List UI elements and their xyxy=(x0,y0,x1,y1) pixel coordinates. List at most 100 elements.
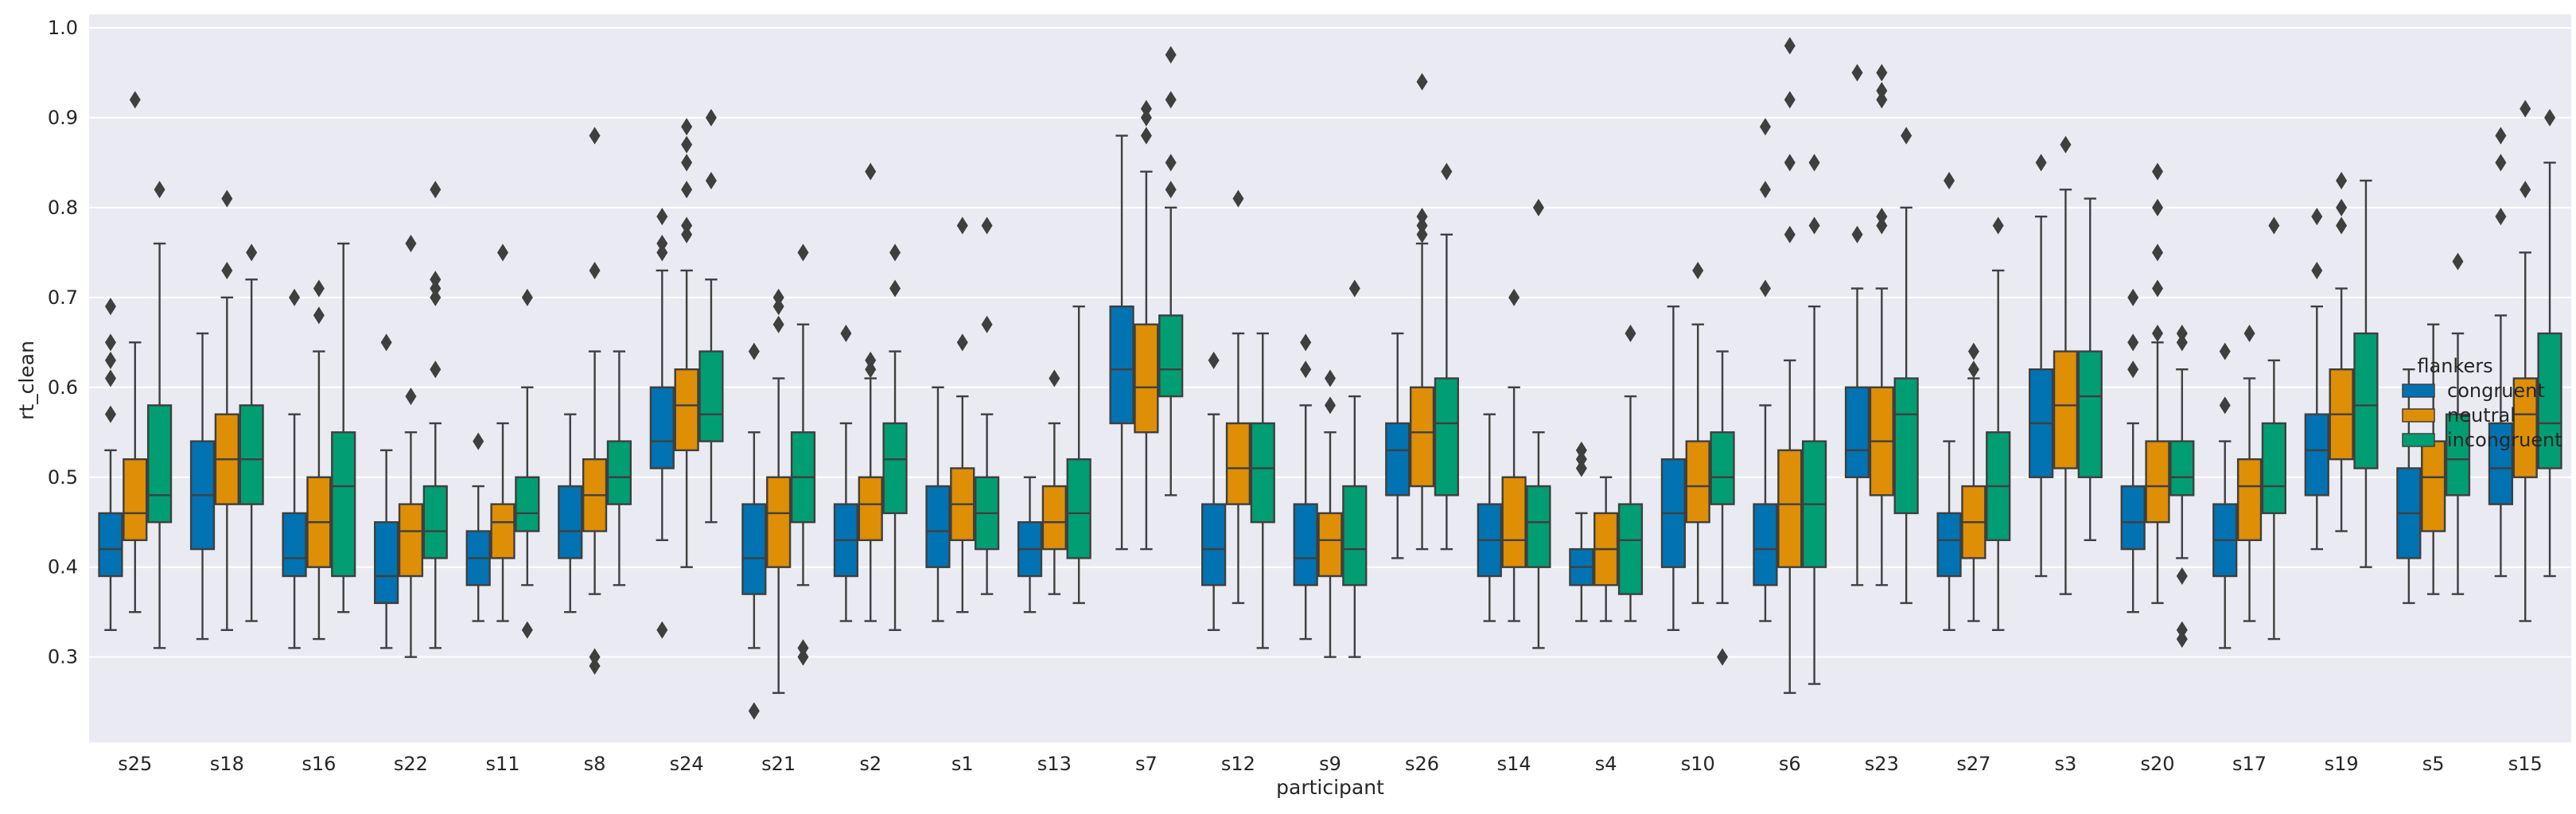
box-body xyxy=(1710,431,1735,505)
x-tick-label: s10 xyxy=(1681,753,1715,775)
outlier-point xyxy=(772,315,784,333)
outlier-point xyxy=(2336,171,2348,189)
x-tick-label: s1 xyxy=(951,753,974,775)
legend-title: flankers xyxy=(2417,355,2492,377)
y-tick-label: 1.0 xyxy=(48,17,78,39)
participant-group xyxy=(1753,37,1827,695)
participant-group xyxy=(1293,279,1368,658)
outlier-point xyxy=(2152,325,2163,343)
outlier-point xyxy=(1967,360,1979,379)
x-tick-label: s6 xyxy=(1779,753,1801,775)
box-body xyxy=(1844,386,1870,478)
box-body xyxy=(2537,332,2562,469)
box-body xyxy=(1225,422,1251,505)
box-congruent xyxy=(741,342,767,720)
outlier-point xyxy=(1532,198,1544,216)
outlier-point xyxy=(2127,333,2139,352)
x-axis-title: participant xyxy=(1276,776,1384,799)
outlier-point xyxy=(221,189,233,208)
box-neutral xyxy=(490,243,516,622)
box-incongruent xyxy=(1893,127,1919,605)
x-tick-label: s19 xyxy=(2325,753,2359,775)
box-body xyxy=(1250,422,1275,524)
outlier-point xyxy=(589,656,601,675)
participant-group xyxy=(2120,162,2195,648)
outlier-point xyxy=(681,154,693,172)
outlier-point xyxy=(2452,252,2464,271)
outlier-point xyxy=(1876,64,1888,82)
outlier-point xyxy=(1992,216,2004,235)
outlier-point xyxy=(1348,279,1360,298)
box-body xyxy=(1685,440,1710,524)
outlier-point xyxy=(981,315,993,333)
outlier-point xyxy=(1851,225,1863,243)
legend-swatch-neutral xyxy=(2402,408,2435,423)
box-congruent xyxy=(2120,288,2146,613)
box-congruent xyxy=(1936,171,1962,631)
participant-group xyxy=(1660,261,1735,666)
outlier-point xyxy=(656,243,668,262)
legend-label-neutral: neutral xyxy=(2447,404,2516,426)
box-neutral xyxy=(766,288,792,695)
outlier-point xyxy=(2495,154,2507,172)
outlier-point xyxy=(1876,91,1888,109)
outlier-point xyxy=(2127,288,2139,306)
outlier-point xyxy=(2035,154,2047,172)
participant-group xyxy=(98,91,173,649)
box-body xyxy=(2488,422,2514,505)
outlier-point xyxy=(840,325,852,343)
box-congruent xyxy=(2212,342,2238,649)
outlier-point xyxy=(1759,181,1771,199)
box-neutral xyxy=(306,279,332,641)
box-incongruent xyxy=(515,288,540,639)
box-incongruent xyxy=(1434,162,1459,551)
box-neutral xyxy=(2145,162,2170,605)
participant-group xyxy=(1477,198,1551,649)
outlier-point xyxy=(865,351,877,369)
box-body xyxy=(2512,377,2538,478)
outlier-point xyxy=(1692,261,1704,279)
box-body xyxy=(1409,386,1435,488)
outlier-point xyxy=(2176,630,2188,648)
box-neutral xyxy=(1869,64,1894,586)
box-incongruent xyxy=(790,243,816,666)
outlier-point xyxy=(748,702,760,720)
box-incongruent xyxy=(239,243,264,622)
box-congruent xyxy=(1569,441,1594,622)
box-body xyxy=(766,476,792,568)
outlier-point xyxy=(956,333,968,352)
outlier-point xyxy=(2219,396,2231,415)
participant-group xyxy=(1385,72,1459,559)
box-neutral xyxy=(1685,261,1710,605)
outlier-point xyxy=(1944,171,1955,189)
legend-swatch-incongruent xyxy=(2402,433,2435,447)
outlier-point xyxy=(430,181,442,199)
box-body xyxy=(282,512,307,578)
outlier-point xyxy=(2520,99,2531,118)
outlier-point xyxy=(104,298,116,316)
outlier-point xyxy=(797,243,809,262)
outlier-point xyxy=(2060,135,2072,154)
participant-group xyxy=(558,127,632,675)
box-body xyxy=(374,521,399,605)
outlier-point xyxy=(2544,108,2556,127)
box-body xyxy=(674,368,699,452)
outlier-point xyxy=(1759,279,1771,298)
outlier-point xyxy=(705,108,717,127)
box-incongruent xyxy=(146,181,173,649)
box-congruent xyxy=(2304,208,2329,551)
box-body xyxy=(1753,503,1778,586)
outlier-point xyxy=(430,288,442,306)
box-body xyxy=(422,485,448,559)
box-body xyxy=(1893,377,1919,515)
participant-group xyxy=(189,189,264,641)
box-neutral xyxy=(2421,323,2446,595)
box-body xyxy=(1617,503,1644,595)
outlier-point xyxy=(1416,208,1428,226)
x-tick-label: s16 xyxy=(302,753,336,775)
outlier-point xyxy=(1232,189,1244,208)
box-body xyxy=(2421,440,2446,532)
box-body xyxy=(2169,440,2195,497)
outlier-point xyxy=(405,388,417,406)
box-congruent xyxy=(374,333,399,649)
